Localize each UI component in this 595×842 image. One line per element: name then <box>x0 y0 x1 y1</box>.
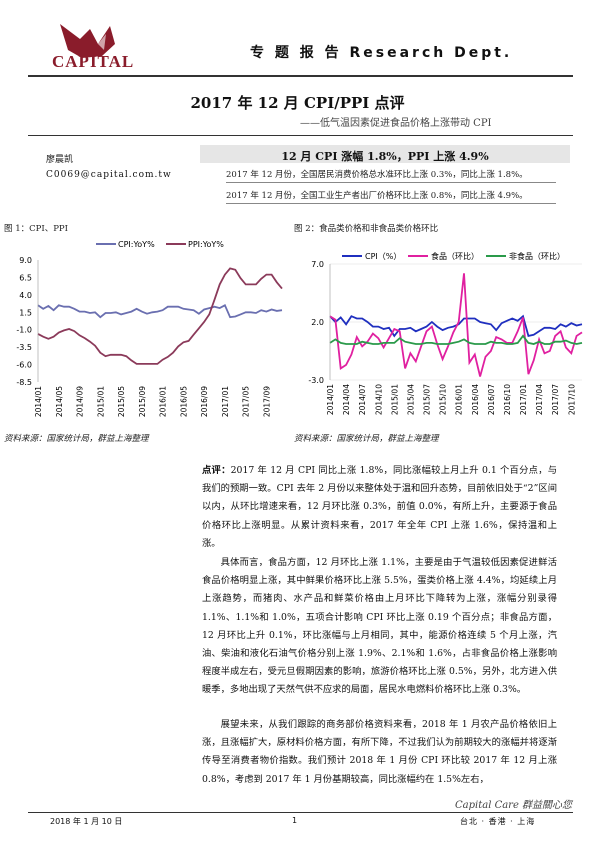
y-tick-label: -1.0 <box>16 326 32 335</box>
legend-label-food: 食品（环比） <box>431 251 479 261</box>
title-rule <box>28 135 573 136</box>
y-tick-label: 4.0 <box>19 291 32 300</box>
x-tick-label: 2017/05 <box>242 386 251 417</box>
series-line-1 <box>37 267 283 365</box>
x-tick-label: 2015/07 <box>423 384 432 415</box>
x-tick-label: 2015/10 <box>439 384 448 415</box>
commentary-lead: 点评： <box>202 465 231 476</box>
bullet-underline <box>226 182 556 183</box>
report-type-title: 专 题 报 告 Research Dept. <box>250 45 513 61</box>
paragraph-details: 具体而言，食品方面，12 月环比上涨 1.1%，主要是由于气温较低因素促进鲜活食… <box>202 557 557 696</box>
figure1-caption: 图 1：CPI、PPI <box>4 224 68 234</box>
y-tick-label: -8.5 <box>16 378 32 387</box>
paragraph-outlook: 展望未来，从我们跟踪的商务部价格资料来看，2018 年 1 月农产品价格依旧上涨… <box>202 719 557 785</box>
y-tick-label: -3.0 <box>308 376 324 385</box>
x-tick-label: 2016/01 <box>455 384 464 415</box>
x-tick-label: 2016/10 <box>503 384 512 415</box>
x-tick-label: 2017/07 <box>551 384 560 415</box>
paragraph-commentary: 点评：2017 年 12 月 CPI 同比上涨 1.8%，同比涨幅较上月上升 0… <box>202 462 557 553</box>
report-title: 2017 年 12 月 CPI/PPI 点评 <box>190 94 405 112</box>
capital-logo <box>60 24 115 58</box>
cpi-ppi-chart: CPI:YoY% PPI:YoY% 9.0 6.5 4.0 1.5 -1.0 -3.5 -6… <box>16 240 283 417</box>
footer-cities: 台北 · 香港 · 上海 <box>460 817 536 826</box>
x-tick-label: 2016/04 <box>471 384 480 415</box>
y-tick-label: 2.0 <box>311 318 324 327</box>
y-tick-label: -6.0 <box>16 361 32 370</box>
x-tick-label: 2017/10 <box>567 384 576 415</box>
x-tick-label: 2014/01 <box>34 386 43 417</box>
x-tick-label: 2014/10 <box>374 384 383 415</box>
x-tick-label: 2016/09 <box>200 386 209 417</box>
series-line-0 <box>37 304 283 319</box>
x-tick-label: 2014/09 <box>76 386 85 417</box>
x-tick-label: 2015/09 <box>138 386 147 417</box>
legend-label-ppi: PPI:YoY% <box>188 240 224 249</box>
figure2-source: 资料来源：国家统计局，群益上海整理 <box>294 434 439 444</box>
page-number: 1 <box>292 816 298 825</box>
footer-brand: Capital Care 群益關心您 <box>455 800 573 811</box>
x-tick-label: 2017/01 <box>519 384 528 415</box>
footer-rule <box>28 812 573 813</box>
y-tick-label: 7.0 <box>311 260 324 269</box>
x-tick-label: 2016/07 <box>487 384 496 415</box>
logo-text: CAPITAL <box>52 52 135 71</box>
series-line-2 <box>329 334 583 345</box>
bullet-underline <box>226 203 556 204</box>
y-tick-label: 6.5 <box>19 273 32 282</box>
y-tick-label: -3.5 <box>16 343 32 352</box>
header-rule <box>28 75 573 77</box>
highlight-box <box>200 145 570 163</box>
y-tick-label: 9.0 <box>19 256 32 265</box>
footer-date: 2018 年 1 月 10 日 <box>50 817 123 826</box>
x-tick-label: 2017/09 <box>262 386 271 417</box>
y-tick-label: 1.5 <box>19 308 32 317</box>
bullet-ppi: 2017 年 12 月份，全国工业生产者出厂价格环比上涨 0.8%，同比上涨 4… <box>226 191 528 201</box>
figure1-source: 资料来源：国家统计局，群益上海整理 <box>4 434 149 444</box>
bullet-cpi: 2017 年 12 月份，全国居民消费价格总水准环比上涨 0.3%，同比上涨 1… <box>226 170 528 180</box>
x-tick-label: 2014/04 <box>342 384 351 415</box>
x-tick-label: 2017/04 <box>535 384 544 415</box>
x-tick-label: 2017/01 <box>221 386 230 417</box>
legend-label-cpi: CPI（%） <box>365 252 401 261</box>
paragraph-text: 2017 年 12 月 CPI 同比上涨 1.8%，同比涨幅较上月上升 0.1 … <box>202 465 557 549</box>
legend-label-cpi: CPI:YoY% <box>118 240 155 249</box>
x-tick-label: 2015/01 <box>390 384 399 415</box>
highlight-title: 12 月 CPI 涨幅 1.8%，PPI 上涨 4.9% <box>281 150 489 163</box>
x-tick-label: 2015/05 <box>117 386 126 417</box>
author-email[interactable]: C0069@capital.com.tw <box>46 170 172 180</box>
x-tick-label: 2014/07 <box>358 384 367 415</box>
x-tick-label: 2014/05 <box>55 386 64 417</box>
x-tick-label: 2016/01 <box>159 386 168 417</box>
figure2-caption: 图 2：食品类价格和非食品类价格环比 <box>294 224 439 234</box>
legend-label-nonfood: 非食品（环比） <box>509 251 565 261</box>
author-name: 廖晨凯 <box>46 155 74 165</box>
x-tick-label: 2015/04 <box>406 384 415 415</box>
x-tick-label: 2016/05 <box>179 386 188 417</box>
x-tick-label: 2015/01 <box>96 386 105 417</box>
report-subtitle: ——低气温因素促进食品价格上涨带动 CPI <box>300 118 492 129</box>
x-tick-label: 2014/01 <box>326 384 335 415</box>
